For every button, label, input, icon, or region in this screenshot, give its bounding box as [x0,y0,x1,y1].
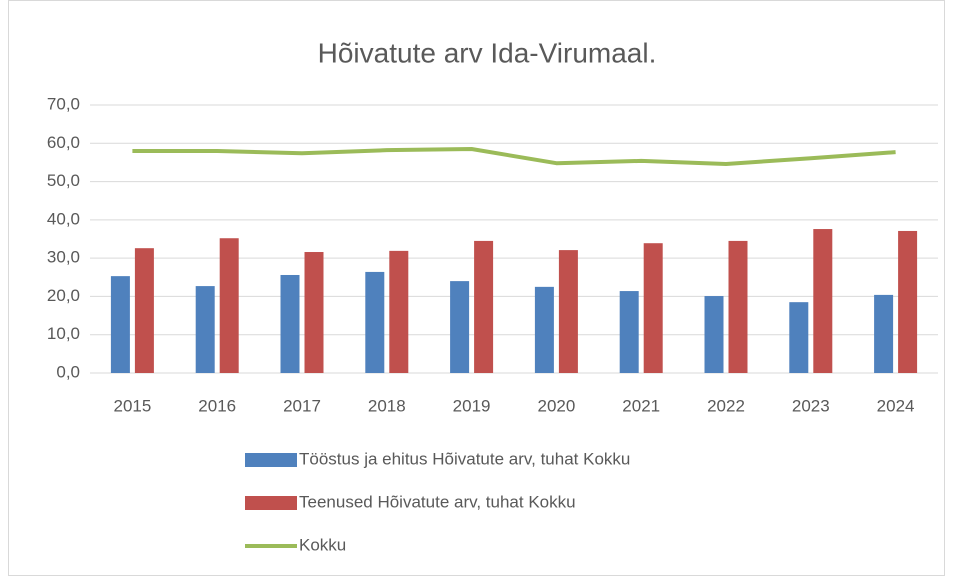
x-tick-label: 2019 [453,396,491,415]
x-tick-label: 2016 [198,396,236,415]
x-tick-label: 2024 [877,396,915,415]
bar [195,286,215,373]
y-tick-label: 30,0 [47,248,80,267]
y-tick-label: 0,0 [56,362,80,381]
bar [704,296,724,373]
legend-swatch [245,453,297,467]
bar [813,229,833,373]
y-tick-label: 60,0 [47,133,80,152]
x-tick-label: 2017 [283,396,321,415]
x-tick-label: 2021 [622,396,660,415]
bar [474,240,494,373]
bar [450,281,470,373]
bar [874,294,894,373]
legend-swatch [245,496,297,510]
legend-label: Teenused Hõivatute arv, tuhat Kokku [299,492,576,511]
bar [619,291,639,373]
bar [728,240,748,373]
legend-label: Tööstus ja ehitus Hõivatute arv, tuhat K… [299,449,630,468]
bar [558,250,578,373]
bar [643,243,663,373]
bar [134,248,154,373]
bar [789,302,809,373]
chart-title: Hõivatute arv Ida-Virumaal. [318,37,657,68]
bar [110,276,130,373]
x-tick-label: 2022 [707,396,745,415]
y-tick-label: 10,0 [47,324,80,343]
bar [219,238,239,373]
bar [365,271,385,373]
bar [534,286,554,373]
line-series [132,147,896,166]
y-tick-label: 70,0 [47,94,80,113]
bar [280,274,300,373]
x-tick-label: 2023 [792,396,830,415]
legend-label: Kokku [299,535,346,554]
bar [898,230,918,373]
y-tick-label: 50,0 [47,171,80,190]
x-tick-label: 2015 [113,396,151,415]
x-tick-label: 2020 [537,396,575,415]
y-tick-label: 40,0 [47,209,80,228]
y-tick-label: 20,0 [47,286,80,305]
x-tick-label: 2018 [368,396,406,415]
bar [304,252,324,373]
bar [389,250,409,373]
